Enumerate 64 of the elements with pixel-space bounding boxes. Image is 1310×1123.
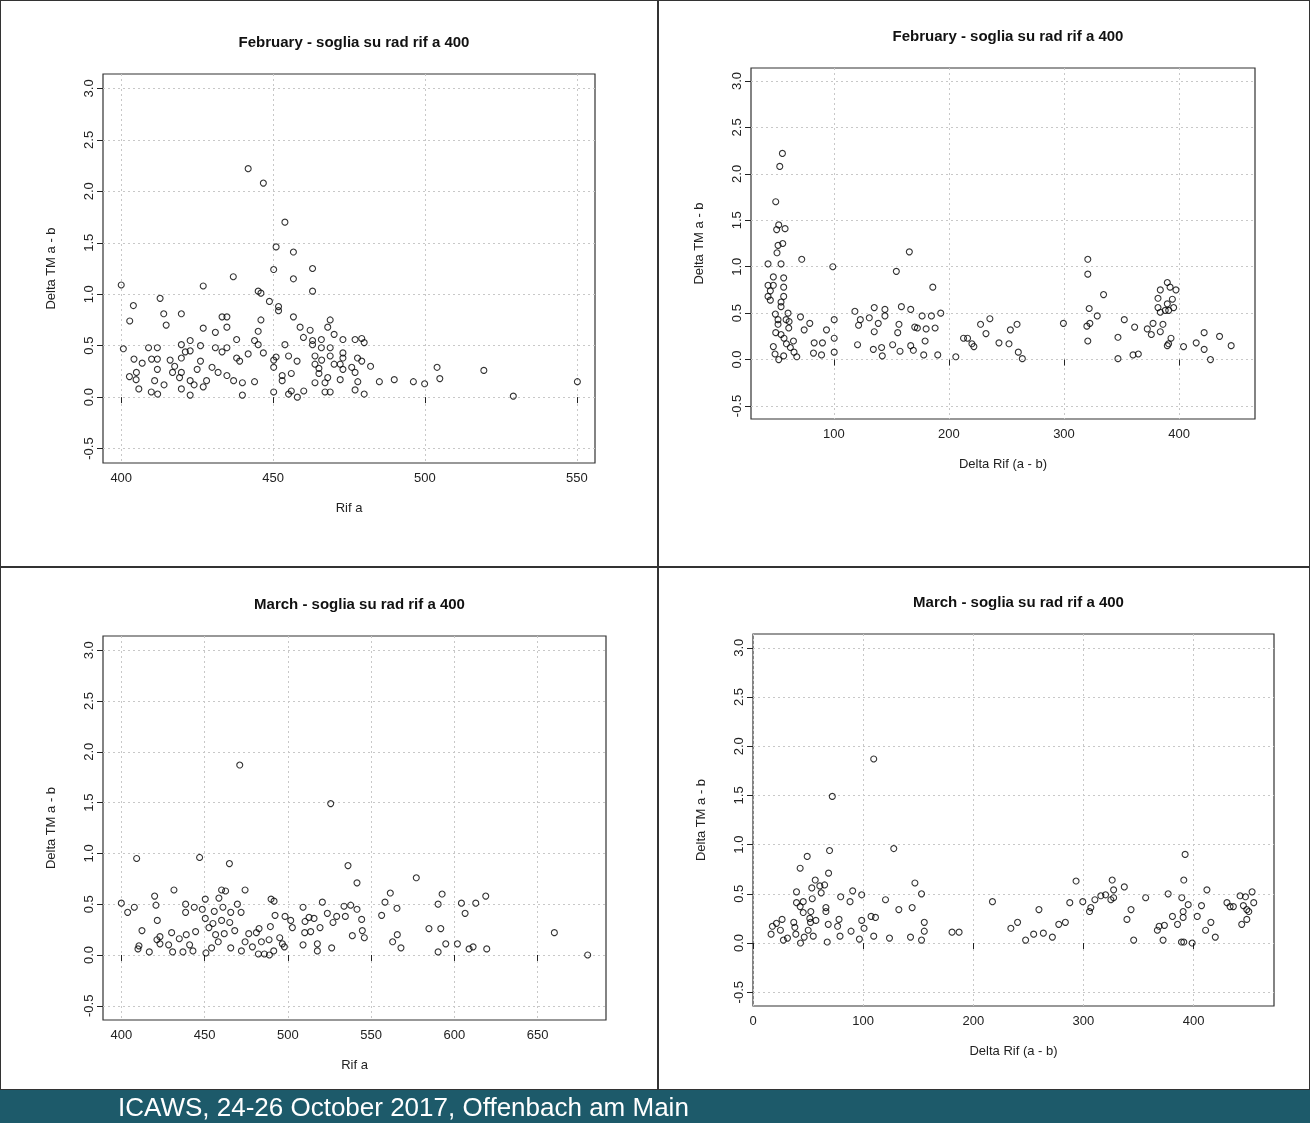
x-axis-title: Delta Rif (a - b) — [969, 1043, 1058, 1058]
chart-title: February - soglia su rad rif a 400 — [238, 33, 470, 50]
x-tick-label: 500 — [277, 1027, 299, 1042]
x-tick-label: 200 — [938, 426, 960, 441]
y-axis-title: Delta TM a - b — [43, 786, 58, 870]
y-tick-label: -0.5 — [81, 437, 96, 460]
x-tick-label: 300 — [1053, 426, 1075, 441]
x-tick-label: 100 — [823, 426, 845, 441]
y-tick-label: 0.5 — [731, 884, 746, 903]
y-tick-label: 2.5 — [81, 691, 96, 711]
x-tick-label: 400 — [1168, 426, 1190, 441]
x-tick-label: 400 — [110, 1027, 133, 1042]
x-tick-label: 400 — [110, 470, 133, 485]
y-tick-label: 3.0 — [729, 71, 744, 91]
y-tick-label: -0.5 — [731, 981, 746, 1004]
y-tick-label: -0.5 — [729, 394, 744, 418]
y-tick-label: 0.0 — [729, 350, 744, 369]
y-tick-label: 1.5 — [731, 786, 746, 805]
y-tick-label: 0.5 — [81, 336, 96, 355]
x-axis-title: Rif a — [341, 1057, 369, 1072]
y-axis-title: Delta TM a - b — [693, 778, 708, 862]
y-tick-label: 2.5 — [731, 687, 746, 707]
y-tick-label: 2.0 — [731, 737, 746, 756]
x-tick-label: 500 — [414, 470, 436, 485]
y-axis-title: Delta TM a - b — [43, 227, 58, 310]
x-tick-label: 200 — [962, 1013, 985, 1028]
y-tick-label: 1.0 — [731, 835, 746, 854]
y-tick-label: 1.5 — [81, 793, 96, 812]
x-tick-label: 400 — [1182, 1013, 1205, 1028]
x-tick-label: 600 — [443, 1027, 466, 1042]
y-tick-label: 3.0 — [81, 79, 96, 98]
y-tick-label: 0.5 — [81, 895, 96, 914]
x-tick-label: 650 — [526, 1027, 549, 1042]
y-tick-label: 3.0 — [731, 638, 746, 657]
x-tick-label: 550 — [360, 1027, 383, 1042]
y-tick-label: 1.0 — [81, 844, 96, 863]
x-tick-label: 300 — [1072, 1013, 1095, 1028]
y-tick-label: 0.0 — [731, 933, 746, 953]
y-tick-label: 3.0 — [81, 641, 96, 660]
y-tick-label: 1.5 — [729, 211, 744, 230]
y-tick-label: 0.0 — [81, 388, 96, 407]
y-tick-label: 0.5 — [729, 304, 744, 323]
y-tick-label: -0.5 — [81, 994, 96, 1017]
x-tick-label: 100 — [852, 1013, 874, 1028]
y-tick-label: 2.0 — [81, 742, 96, 761]
y-tick-label: 1.0 — [729, 257, 744, 276]
x-tick-label: 450 — [262, 470, 284, 485]
text: ICAWS, 24-26 October 2017, Offenbach am Main — [118, 1092, 689, 1122]
y-tick-label: 2.0 — [729, 164, 744, 183]
y-tick-label: 2.5 — [81, 130, 96, 149]
y-tick-label: 2.0 — [81, 182, 96, 201]
chart-title: February - soglia su rad rif a 400 — [892, 27, 1124, 44]
y-tick-label: 1.5 — [81, 233, 96, 252]
y-tick-label: 1.0 — [81, 285, 96, 304]
x-tick-label: 550 — [565, 470, 588, 485]
x-tick-label: 450 — [193, 1027, 216, 1042]
chart-title: March - soglia su rad rif a 400 — [913, 593, 1124, 610]
x-axis-title: Delta Rif (a - b) — [958, 456, 1048, 471]
y-tick-label: 2.5 — [729, 118, 744, 137]
chart-title: March - soglia su rad rif a 400 — [254, 595, 465, 612]
x-axis-title: Rif a — [335, 500, 364, 515]
y-tick-label: 0.0 — [81, 945, 96, 965]
y-axis-title: Delta TM a - b — [691, 202, 706, 285]
x-tick-label: 0 — [749, 1013, 757, 1028]
